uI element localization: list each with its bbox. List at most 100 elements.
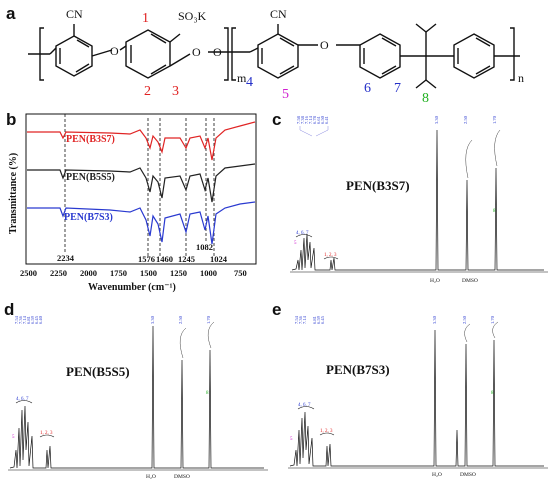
assign-d-123: 1, 2, 3 (40, 431, 53, 436)
shift-e-2: 7.14 (302, 315, 307, 324)
shift-e-3: 6.81 (312, 316, 317, 324)
ftir-line-b3s7 (27, 121, 256, 161)
spectrum-title-e: PEN(B7S3) (326, 362, 390, 377)
panel-label-d: d (4, 300, 15, 319)
shift-d-8: 2.50 (178, 315, 183, 324)
shift-e-4: 6.59 (316, 315, 321, 324)
shift-d-5: 6.45 (34, 315, 39, 324)
peak-1576: 1576 (138, 254, 155, 264)
oxygen-atom-3: O (213, 45, 222, 59)
proton-number-2: 2 (144, 84, 151, 99)
solvent-c-h2o: H₂O (430, 278, 440, 284)
shift-c-9: 2.50 (463, 115, 468, 124)
shift-c-8: 3.30 (434, 115, 439, 124)
proton-number-8: 8 (422, 91, 429, 105)
oxygen-atom-4: O (320, 38, 329, 52)
shift-d-2: 7.14 (22, 315, 27, 324)
spectrum-title-d: PEN(B5S5) (66, 364, 130, 379)
peak-1245: 1245 (178, 254, 195, 264)
x-tick-1000: 1000 (200, 268, 217, 278)
shift-c-5: 6.61 (316, 116, 321, 124)
assign-d-8: 8 (206, 391, 209, 396)
nmr-spectrum-c: 7.58 7.38 7.16 7.14 6.78 6.61 6.50 6.41 … (290, 115, 548, 284)
shift-d-6: 6.40 (38, 315, 43, 324)
solvent-e-dmso: DMSO (460, 472, 476, 478)
nmr-trace-d (9, 325, 264, 469)
shift-e-8: 1.70 (490, 315, 495, 324)
cn-label-2: CN (270, 7, 287, 21)
chemical-structure: CN SO₃K O O O O m CN n 1 2 3 4 5 6 7 8 (28, 7, 524, 105)
assign-d-5: 5 (12, 435, 15, 440)
peak-1024: 1024 (210, 254, 228, 264)
shift-c-2: 7.16 (304, 115, 309, 124)
x-tick-2500: 2500 (20, 268, 37, 278)
series-label-b3s7: PEN(B3S7) (66, 134, 115, 145)
shift-labels-e: 7.54 7.36 7.14 6.81 6.59 6.45 3.30 2.50 … (294, 315, 495, 324)
x-tick-1500: 1500 (140, 268, 157, 278)
x-tick-1750: 1750 (110, 268, 127, 278)
solvent-c-dmso: DMSO (462, 278, 478, 284)
panel-label-c: c (272, 110, 282, 129)
shift-d-7: 3.30 (150, 315, 155, 324)
cn-label-1: CN (66, 7, 83, 21)
shift-d-4: 6.59 (30, 315, 35, 324)
assign-e-8: 8 (491, 391, 494, 396)
proton-number-6: 6 (364, 81, 371, 96)
proton-number-5: 5 (282, 87, 289, 102)
shift-c-7: 6.41 (324, 116, 329, 124)
assign-c-5: 5 (294, 241, 297, 246)
ftir-line-b7s3 (27, 201, 256, 245)
ftir-chart: PEN(B3S7) PEN(B5S5) PEN(B7S3) 2234 1576 … (8, 113, 257, 293)
assign-d-467: 4, 6, 7 (16, 397, 29, 402)
panel-label-e: e (272, 300, 282, 319)
shift-c-6: 6.50 (320, 115, 325, 124)
shift-e-6: 3.30 (432, 315, 437, 324)
assign-e-5: 5 (290, 437, 293, 442)
shift-c-10: 1.70 (492, 115, 497, 124)
shift-e-7: 2.50 (462, 315, 467, 324)
peak-1460: 1460 (156, 254, 173, 264)
proton-number-4: 4 (246, 75, 253, 90)
series-label-b5s5: PEN(B5S5) (66, 172, 115, 183)
assign-c-8: 8 (493, 209, 496, 214)
x-tick-2000: 2000 (80, 268, 97, 278)
assign-e-123: 1, 2, 3 (320, 429, 333, 434)
shift-labels-c: 7.58 7.38 7.16 7.14 6.78 6.61 6.50 6.41 … (296, 115, 497, 124)
x-tick-1250: 1250 (170, 268, 187, 278)
x-axis-label: Wavenumber (cm⁻¹) (88, 282, 176, 293)
oxygen-atom-1: O (110, 44, 119, 58)
sulfonate-label: SO₃K (178, 9, 207, 23)
shift-e-0: 7.54 (294, 315, 299, 324)
shift-e-1: 7.36 (298, 315, 303, 324)
panel-label-a: a (6, 4, 16, 23)
proton-number-1: 1 (142, 11, 149, 26)
shift-d-1: 7.36 (18, 315, 23, 324)
assign-e-467: 4, 6, 7 (298, 403, 311, 408)
ftir-line-b5s5 (27, 163, 256, 203)
peak-1082: 1082 (196, 242, 213, 252)
repeat-index-m: m (237, 71, 247, 85)
panel-label-b: b (6, 110, 17, 129)
shift-c-1: 7.38 (300, 115, 305, 124)
shift-e-5: 6.45 (320, 315, 325, 324)
x-tick-750: 750 (234, 268, 247, 278)
y-axis-label: Transmittance (%) (8, 153, 19, 234)
proton-number-3: 3 (172, 84, 179, 99)
oxygen-atom-2: O (192, 45, 201, 59)
shift-c-0: 7.58 (296, 115, 301, 124)
nmr-spectrum-e: 7.54 7.36 7.14 6.81 6.59 6.45 3.30 2.50 … (288, 315, 548, 478)
shift-labels-d: 7.54 7.36 7.14 6.81 6.59 6.45 6.40 3.30 … (14, 315, 211, 324)
series-label-b7s3: PEN(B7S3) (64, 212, 113, 223)
shift-c-4: 6.78 (312, 115, 317, 124)
x-tick-2250: 2250 (50, 268, 67, 278)
proton-number-7: 7 (394, 81, 401, 96)
nmr-trace-e (289, 329, 544, 467)
shift-c-3: 7.14 (308, 115, 313, 124)
solvent-e-h2o: H₂O (432, 472, 442, 478)
spectrum-title-c: PEN(B3S7) (346, 178, 410, 193)
assign-c-467: 4, 6, 7 (296, 231, 309, 236)
nmr-spectrum-d: 7.54 7.36 7.14 6.81 6.59 6.45 6.40 3.30 … (8, 315, 268, 480)
peak-2234: 2234 (57, 253, 75, 263)
nmr-trace-c (291, 129, 544, 271)
solvent-d-h2o: H₂O (146, 474, 156, 480)
